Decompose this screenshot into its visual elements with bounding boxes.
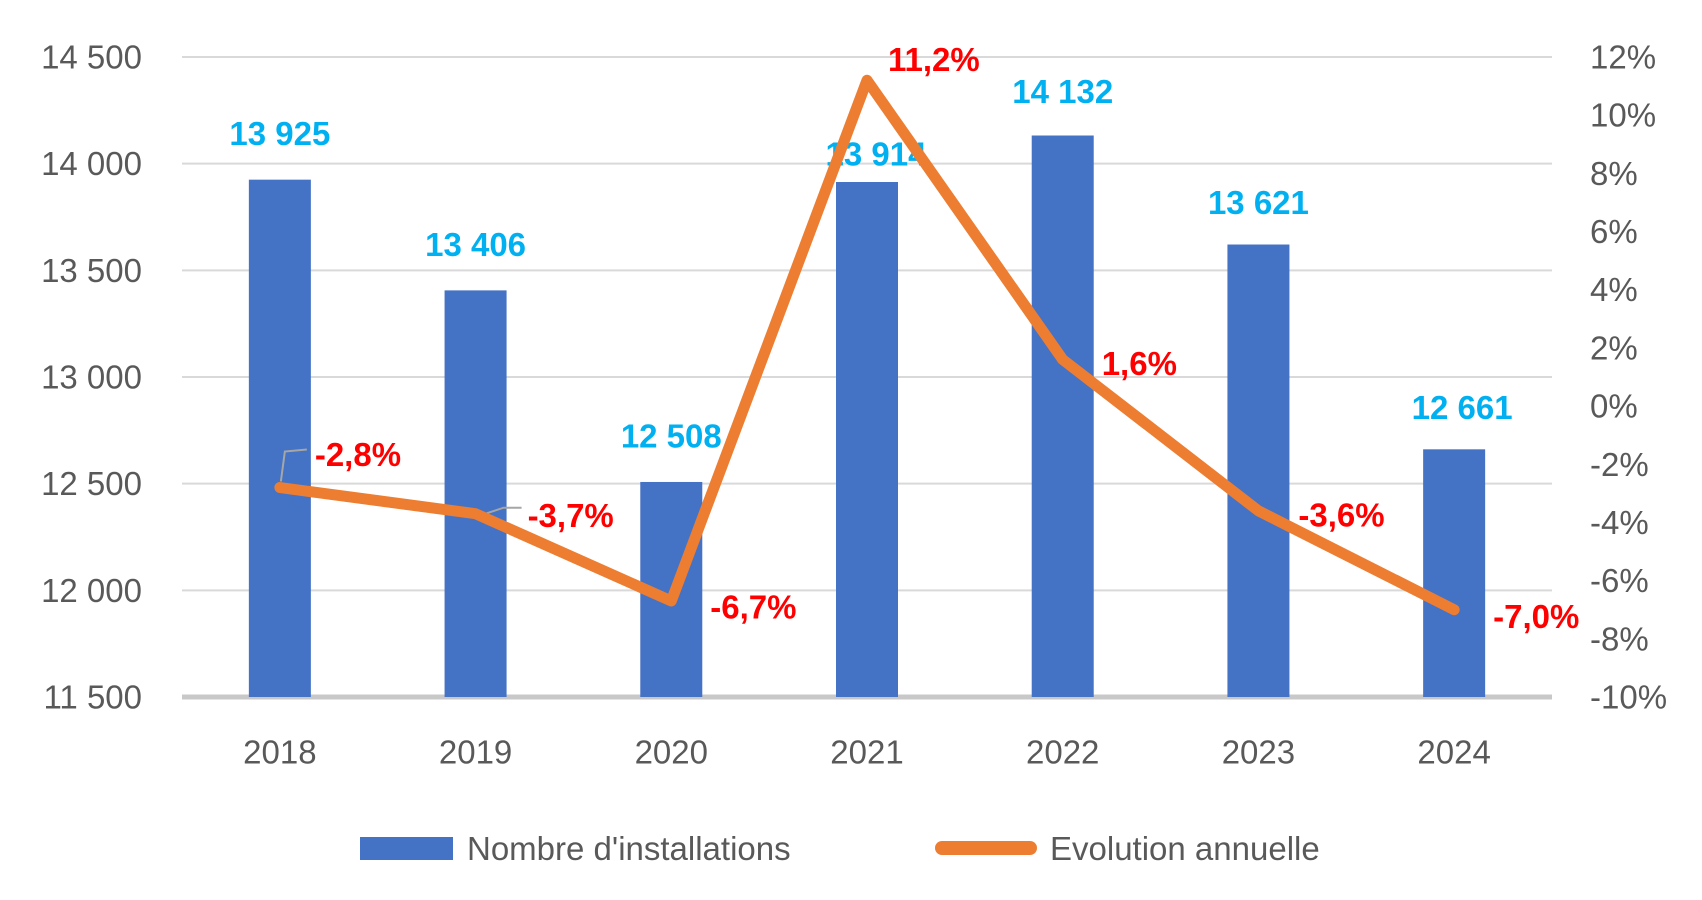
left-axis-tick: 12 000 (41, 572, 142, 609)
bar-value-label: 13 406 (425, 226, 526, 263)
bar (1423, 449, 1486, 697)
x-axis-label: 2022 (1026, 734, 1099, 771)
right-axis-tick: 4% (1590, 271, 1638, 308)
right-axis-tick: 8% (1590, 155, 1638, 192)
x-axis-label: 2024 (1417, 734, 1490, 771)
left-axis-tick: 11 500 (44, 679, 142, 716)
right-axis-tick: 12% (1590, 39, 1656, 76)
bar-value-label: 13 621 (1208, 184, 1309, 221)
right-axis-tick: -10% (1590, 679, 1667, 716)
line-point-label: 1,6% (1102, 345, 1177, 382)
legend-label-evolution: Evolution annuelle (1050, 830, 1320, 867)
right-axis-tick: 10% (1590, 97, 1656, 134)
right-axis-tick: -2% (1590, 446, 1649, 483)
left-axis-tick: 14 000 (41, 145, 142, 182)
line-point-label: -3,7% (528, 497, 614, 534)
line-point-label: -6,7% (710, 589, 796, 626)
line-point-label: -7,0% (1493, 598, 1579, 635)
right-axis-tick: -4% (1590, 504, 1649, 541)
x-axis-label: 2021 (830, 734, 903, 771)
line-point-label: -2,8% (315, 436, 401, 473)
bar-value-label: 13 925 (229, 115, 330, 152)
right-axis-tick: 6% (1590, 213, 1638, 250)
bar (444, 290, 507, 697)
legend-swatch-installations (360, 837, 453, 860)
bar (248, 179, 311, 697)
legend-label-installations: Nombre d'installations (467, 830, 791, 867)
bar (836, 182, 898, 698)
bar (1227, 244, 1290, 697)
bar-value-label: 12 661 (1412, 389, 1513, 426)
legend-swatch-evolution (935, 841, 1037, 855)
left-axis-tick: 14 500 (41, 39, 142, 76)
line-point-label: 11,2% (888, 41, 980, 78)
left-axis-tick: 13 500 (41, 252, 142, 289)
x-axis-label: 2018 (243, 734, 316, 771)
right-axis-tick: 0% (1590, 388, 1638, 425)
line-point-label: -3,6% (1298, 496, 1384, 533)
evolution-line (274, 74, 1460, 616)
label-leader-line (279, 448, 307, 482)
x-axis-label: 2019 (439, 734, 512, 771)
bar-value-label: 14 132 (1012, 73, 1113, 110)
left-axis-tick: 12 500 (41, 465, 142, 502)
right-axis-tick: 2% (1590, 329, 1638, 366)
right-axis-tick: -6% (1590, 562, 1649, 599)
x-axis-label: 2020 (635, 734, 708, 771)
x-axis-label: 2023 (1222, 734, 1295, 771)
bar-value-label: 12 508 (621, 417, 722, 454)
right-axis-tick: -8% (1590, 620, 1649, 657)
left-axis-tick: 13 000 (41, 359, 142, 396)
bar (1031, 135, 1094, 698)
